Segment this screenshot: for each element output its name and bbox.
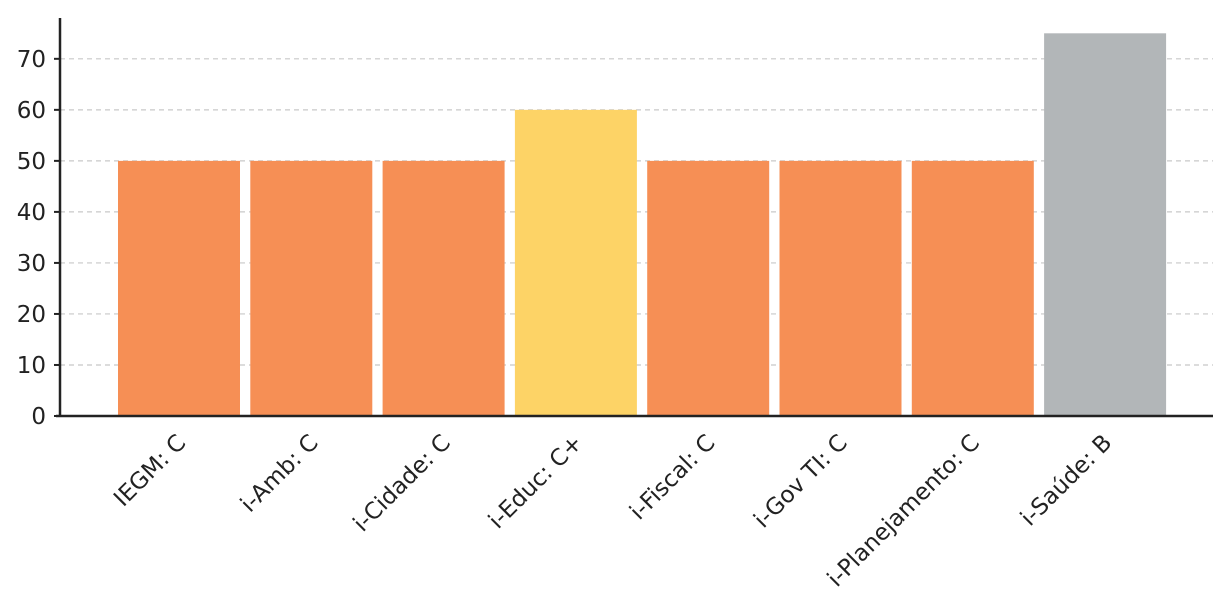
- bar: [1044, 33, 1167, 417]
- x-category-label: IEGM: C: [109, 430, 191, 512]
- x-category-label: i-Saúde: B: [1016, 430, 1118, 532]
- bars: [118, 33, 1167, 417]
- bar: [250, 160, 373, 416]
- y-axis-ticks: 0 10 20 30 40 50 60 70: [17, 47, 60, 430]
- bar: [514, 109, 637, 416]
- bar: [382, 160, 505, 416]
- bar: [911, 160, 1034, 416]
- y-tick-label: 70: [17, 47, 46, 73]
- x-category-label: i-Amb: C: [236, 430, 324, 518]
- x-category-label: i-Fiscal: C: [625, 430, 720, 525]
- y-tick-label: 50: [17, 149, 46, 175]
- y-tick-label: 40: [17, 200, 46, 226]
- bar: [118, 160, 240, 416]
- x-axis-labels: IEGM: C i-Amb: C i-Cidade: C i-Educ: C+ i-Fi…: [109, 430, 1117, 592]
- y-tick-label: 10: [17, 353, 46, 379]
- bar: [779, 160, 902, 416]
- x-category-label: i-Gov TI: C: [749, 430, 852, 533]
- x-category-label: i-Planejamento: C: [823, 430, 985, 592]
- bar: [647, 160, 770, 416]
- x-category-label: i-Cidade: C: [349, 430, 456, 537]
- x-category-label: i-Educ: C+: [484, 430, 588, 534]
- y-tick-label: 0: [31, 404, 46, 430]
- y-tick-label: 30: [17, 251, 46, 277]
- y-tick-label: 60: [17, 98, 46, 124]
- y-tick-label: 20: [17, 302, 46, 328]
